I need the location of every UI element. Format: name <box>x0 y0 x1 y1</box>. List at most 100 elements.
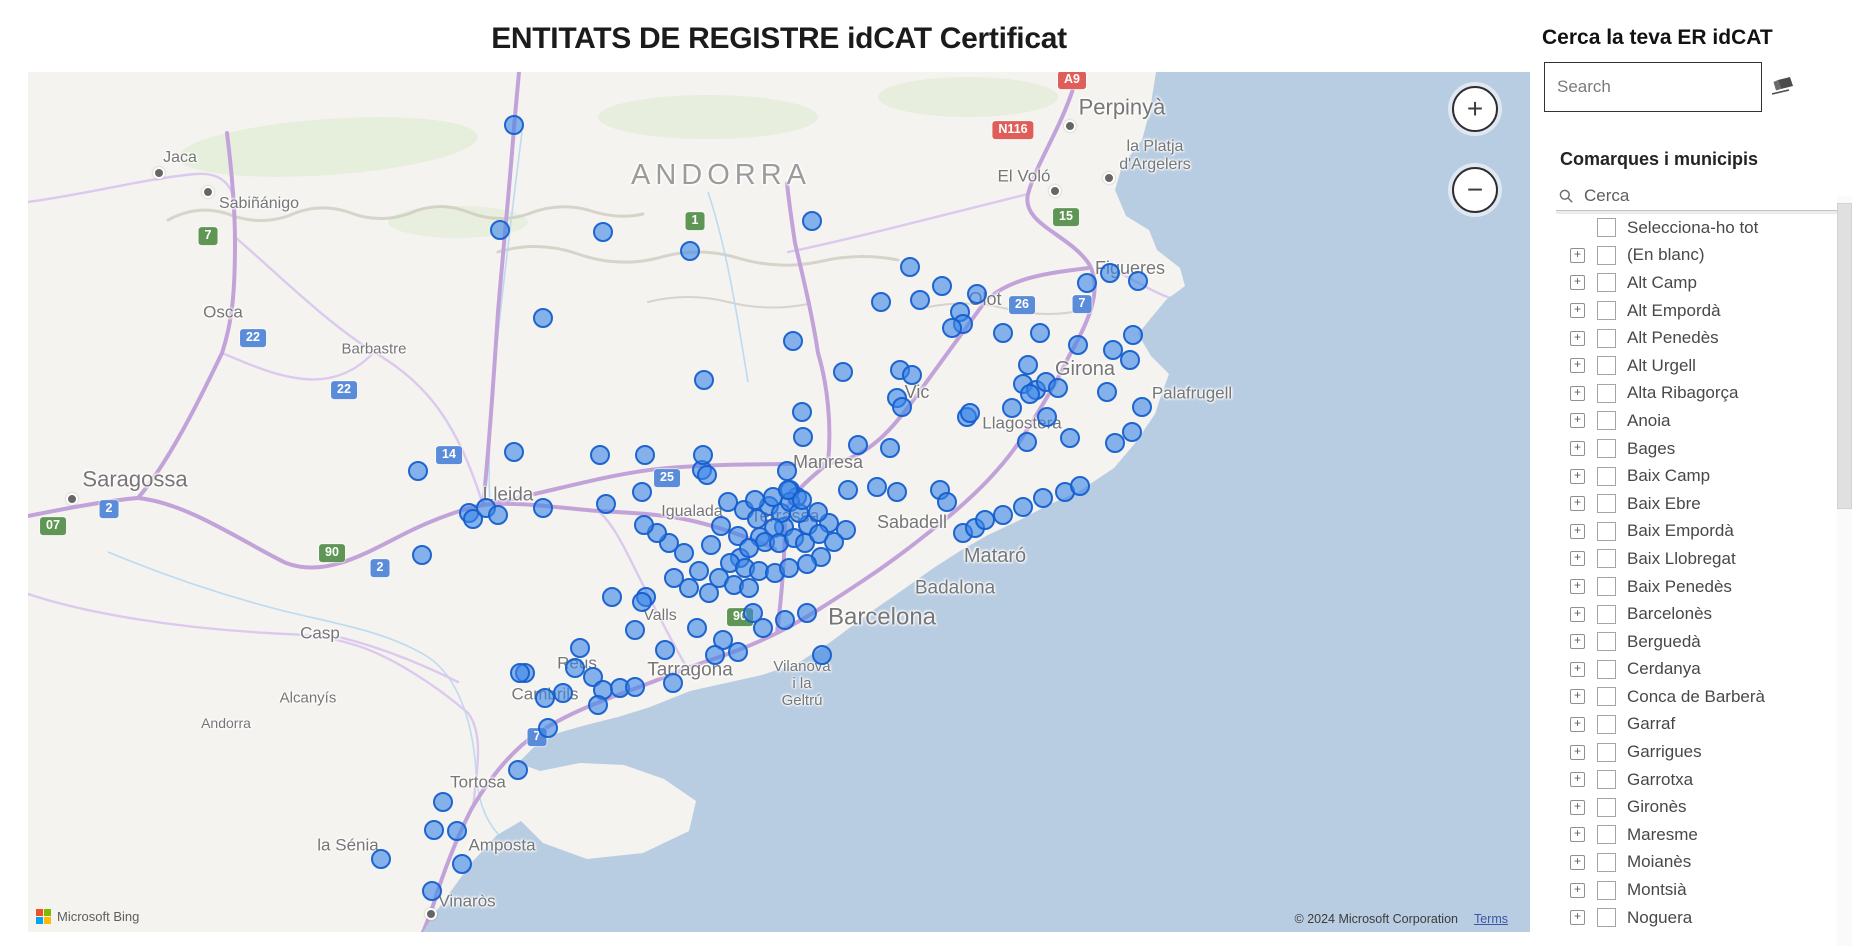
data-point-bubble[interactable] <box>960 403 980 423</box>
checkbox[interactable] <box>1597 328 1616 348</box>
data-point-bubble[interactable] <box>739 538 759 558</box>
data-point-bubble[interactable] <box>793 427 813 447</box>
checkbox[interactable] <box>1597 770 1616 790</box>
er-search-input[interactable] <box>1555 76 1780 98</box>
data-point-bubble[interactable] <box>711 516 731 536</box>
data-point-bubble[interactable] <box>1122 422 1142 442</box>
data-point-bubble[interactable] <box>745 490 765 510</box>
data-point-bubble[interactable] <box>655 640 675 660</box>
data-point-bubble[interactable] <box>902 365 922 385</box>
data-point-bubble[interactable] <box>602 587 622 607</box>
checkbox[interactable] <box>1597 218 1616 238</box>
data-point-bubble[interactable] <box>463 509 483 529</box>
tree-item--en-blanc-[interactable]: + (En blanc) <box>1556 242 1834 270</box>
data-point-bubble[interactable] <box>812 645 832 665</box>
checkbox[interactable] <box>1597 604 1616 624</box>
data-point-bubble[interactable] <box>1128 271 1148 291</box>
data-point-bubble[interactable] <box>1020 384 1040 404</box>
data-point-bubble[interactable] <box>848 435 868 455</box>
data-point-bubble[interactable] <box>942 318 962 338</box>
checkbox[interactable] <box>1597 521 1616 541</box>
data-point-bubble[interactable] <box>680 241 700 261</box>
data-point-bubble[interactable] <box>664 568 684 588</box>
tree-item-giron-s[interactable]: + Gironès <box>1556 793 1834 821</box>
checkbox[interactable] <box>1597 383 1616 403</box>
data-point-bubble[interactable] <box>1033 488 1053 508</box>
scrollbar-thumb[interactable] <box>1837 203 1852 509</box>
data-point-bubble[interactable] <box>412 545 432 565</box>
checkbox[interactable] <box>1597 797 1616 817</box>
expand-plus-icon[interactable]: + <box>1570 772 1585 788</box>
data-point-bubble[interactable] <box>1048 378 1068 398</box>
data-point-bubble[interactable] <box>777 461 797 481</box>
checkbox[interactable] <box>1597 411 1616 431</box>
data-point-bubble[interactable] <box>535 688 555 708</box>
eraser-icon[interactable] <box>1769 76 1795 100</box>
checkbox[interactable] <box>1597 245 1616 265</box>
data-point-bubble[interactable] <box>779 558 799 578</box>
data-point-bubble[interactable] <box>718 492 738 512</box>
data-point-bubble[interactable] <box>689 561 709 581</box>
er-search-box[interactable] <box>1544 62 1780 112</box>
data-point-bubble[interactable] <box>694 370 714 390</box>
expand-plus-icon[interactable]: + <box>1570 827 1585 843</box>
data-point-bubble[interactable] <box>778 480 798 500</box>
expand-plus-icon[interactable]: + <box>1570 854 1585 870</box>
data-point-bubble[interactable] <box>424 820 444 840</box>
data-point-bubble[interactable] <box>533 308 553 328</box>
data-point-bubble[interactable] <box>701 535 721 555</box>
expand-plus-icon[interactable]: + <box>1570 551 1585 567</box>
tree-item-baix-ebre[interactable]: + Baix Ebre <box>1556 490 1834 518</box>
data-point-bubble[interactable] <box>570 638 590 658</box>
expand-plus-icon[interactable]: + <box>1570 413 1585 429</box>
tree-item-montsi-[interactable]: + Montsià <box>1556 876 1834 904</box>
checkbox[interactable] <box>1597 466 1616 486</box>
data-point-bubble[interactable] <box>674 543 694 563</box>
data-point-bubble[interactable] <box>693 445 713 465</box>
expand-plus-icon[interactable]: + <box>1570 634 1585 650</box>
zoom-out-button[interactable]: − <box>1452 167 1498 213</box>
data-point-bubble[interactable] <box>1077 273 1097 293</box>
data-point-bubble[interactable] <box>747 509 767 529</box>
data-point-bubble[interactable] <box>583 667 603 687</box>
checkbox[interactable] <box>1597 549 1616 569</box>
expand-plus-icon[interactable]: + <box>1570 606 1585 622</box>
data-point-bubble[interactable] <box>590 445 610 465</box>
data-point-bubble[interactable] <box>739 578 759 598</box>
data-point-bubble[interactable] <box>783 331 803 351</box>
data-point-bubble[interactable] <box>433 792 453 812</box>
data-point-bubble[interactable] <box>1060 428 1080 448</box>
data-point-bubble[interactable] <box>993 323 1013 343</box>
data-point-bubble[interactable] <box>833 362 853 382</box>
data-point-bubble[interactable] <box>697 465 717 485</box>
expand-plus-icon[interactable]: + <box>1570 882 1585 898</box>
tree-item-alt-pened-s[interactable]: + Alt Penedès <box>1556 324 1834 352</box>
tree-item-alt-urgell[interactable]: + Alt Urgell <box>1556 352 1834 380</box>
data-point-bubble[interactable] <box>634 515 654 535</box>
data-point-bubble[interactable] <box>797 554 817 574</box>
tree-item-anoia[interactable]: + Anoia <box>1556 407 1834 435</box>
data-point-bubble[interactable] <box>795 533 815 553</box>
data-point-bubble[interactable] <box>625 620 645 640</box>
data-point-bubble[interactable] <box>1037 407 1057 427</box>
data-point-bubble[interactable] <box>663 673 683 693</box>
expand-plus-icon[interactable]: + <box>1570 579 1585 595</box>
data-point-bubble[interactable] <box>1068 335 1088 355</box>
tree-item-garraf[interactable]: + Garraf <box>1556 711 1834 739</box>
data-point-bubble[interactable] <box>699 583 719 603</box>
data-point-bubble[interactable] <box>687 618 707 638</box>
data-point-bubble[interactable] <box>408 461 428 481</box>
tree-item-bages[interactable]: + Bages <box>1556 435 1834 463</box>
data-point-bubble[interactable] <box>1013 497 1033 517</box>
data-point-bubble[interactable] <box>488 505 508 525</box>
expand-plus-icon[interactable]: + <box>1570 303 1585 319</box>
expand-plus-icon[interactable]: + <box>1570 661 1585 677</box>
tree-item-maresme[interactable]: + Maresme <box>1556 821 1834 849</box>
checkbox[interactable] <box>1597 880 1616 900</box>
checkbox[interactable] <box>1597 494 1616 514</box>
checkbox[interactable] <box>1597 714 1616 734</box>
terms-link[interactable]: Terms <box>1473 912 1508 926</box>
tree-item-cerdanya[interactable]: + Cerdanya <box>1556 656 1834 684</box>
expand-plus-icon[interactable]: + <box>1570 385 1585 401</box>
data-point-bubble[interactable] <box>838 480 858 500</box>
